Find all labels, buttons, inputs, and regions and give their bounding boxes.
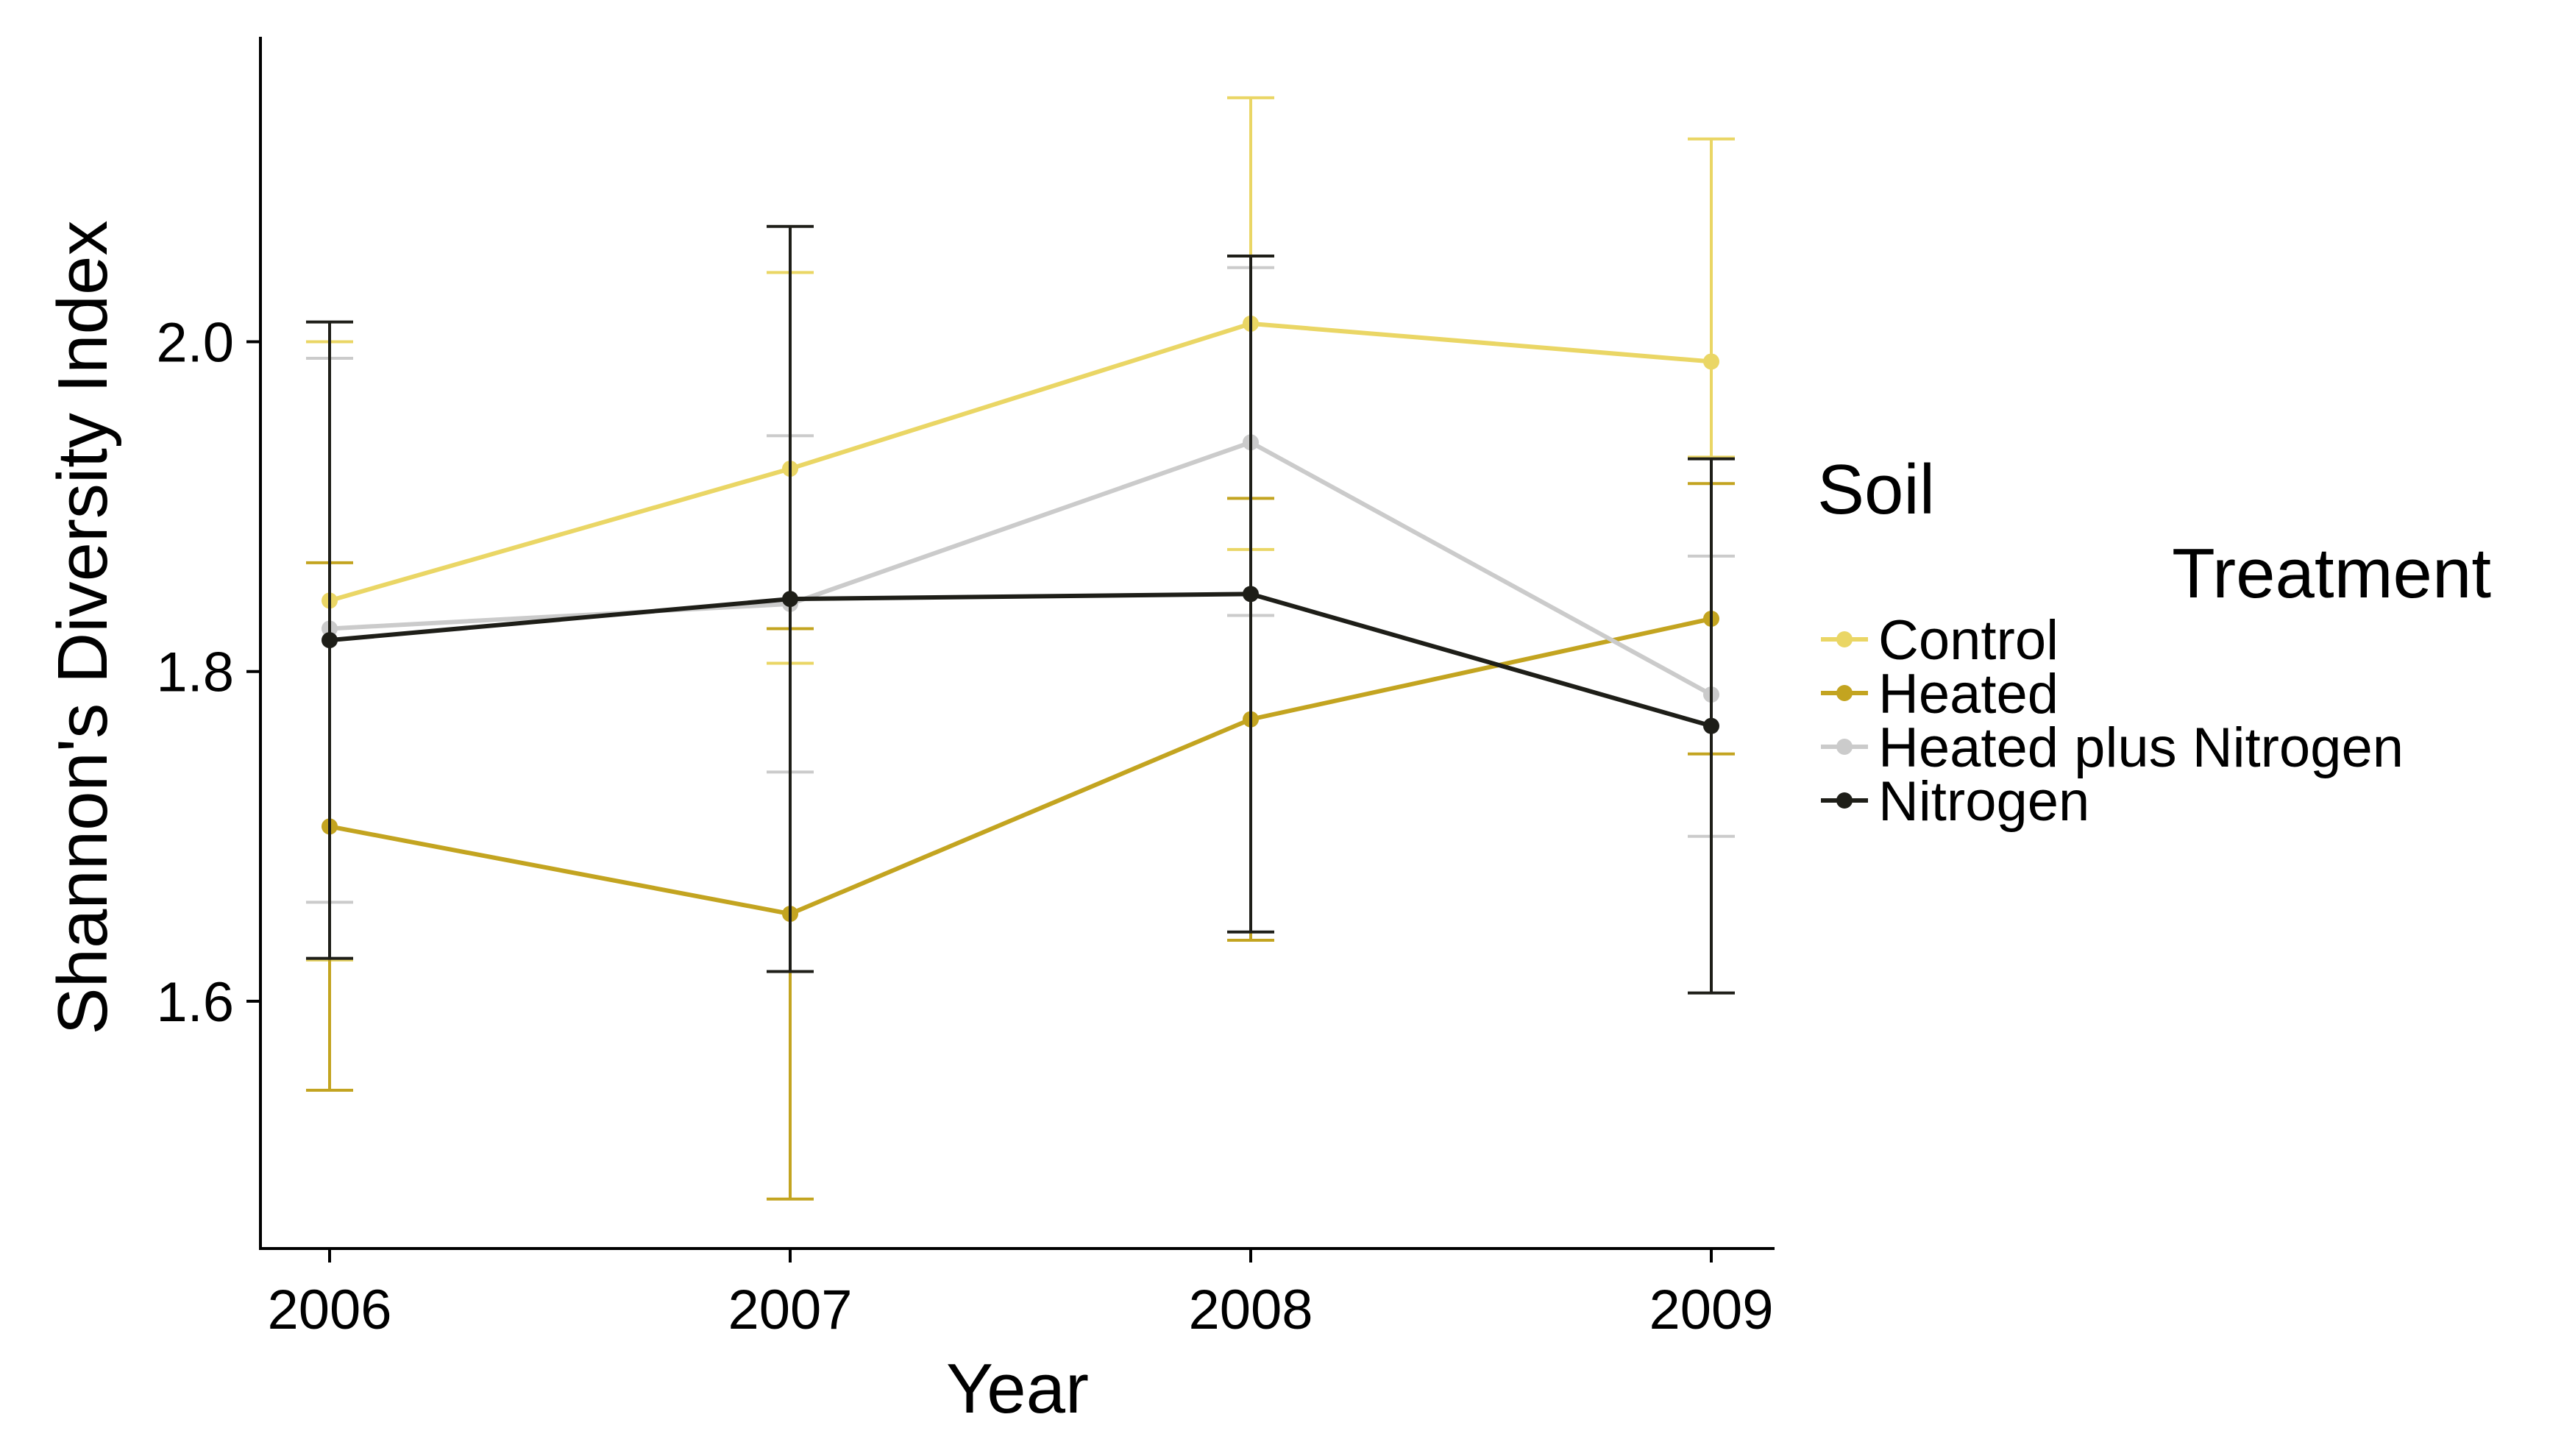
x-axis-title: Year	[946, 1349, 1089, 1428]
x-tick-label: 2009	[1649, 1279, 1773, 1341]
y-tick-label: 1.8	[156, 642, 234, 704]
legend-key-point	[1836, 631, 1853, 647]
series-line	[329, 321, 1712, 603]
legend-key-point	[1836, 685, 1853, 701]
x-tick-label: 2008	[1188, 1279, 1313, 1341]
legend-title-line2: Treatment	[2172, 534, 2491, 613]
legend-item: Nitrogen	[1821, 770, 2089, 833]
y-tick-label: 1.6	[156, 971, 234, 1034]
data-point	[1243, 586, 1259, 603]
series-layer	[306, 96, 1735, 1201]
legend-label: Control	[1878, 609, 2059, 672]
legend-item: Heated	[1821, 663, 2059, 725]
series-heated-plus-nitrogen	[306, 266, 1735, 904]
series-control	[306, 96, 1735, 962]
legend-label: Nitrogen	[1878, 770, 2089, 833]
data-point	[782, 591, 798, 608]
data-point	[1703, 353, 1719, 370]
x-tick-label: 2007	[728, 1279, 852, 1341]
x-tick-label: 2006	[267, 1279, 391, 1341]
axes	[259, 37, 1775, 1250]
y-ticks: 1.6 1.8 2.0	[156, 312, 260, 1034]
data-point	[322, 632, 338, 649]
x-ticks: 2006 2007 2008 2009	[267, 1249, 1774, 1341]
legend-item: Control	[1821, 609, 2059, 672]
series-line	[329, 592, 1712, 728]
legend-key-point	[1836, 739, 1853, 755]
legend-title-line1: Soil	[1817, 450, 1935, 529]
legend-label: Heated plus Nitrogen	[1878, 717, 2404, 779]
data-point	[1703, 717, 1719, 734]
series-line	[329, 617, 1712, 917]
series-line	[329, 439, 1713, 697]
y-axis-title: Shannon's Diversity Index	[43, 221, 122, 1035]
legend-item: Heated plus Nitrogen	[1821, 717, 2404, 779]
y-tick-label: 2.0	[156, 312, 234, 374]
legend-label: Heated	[1878, 663, 2059, 725]
series-nitrogen	[306, 224, 1735, 995]
legend-key-point	[1836, 792, 1853, 809]
